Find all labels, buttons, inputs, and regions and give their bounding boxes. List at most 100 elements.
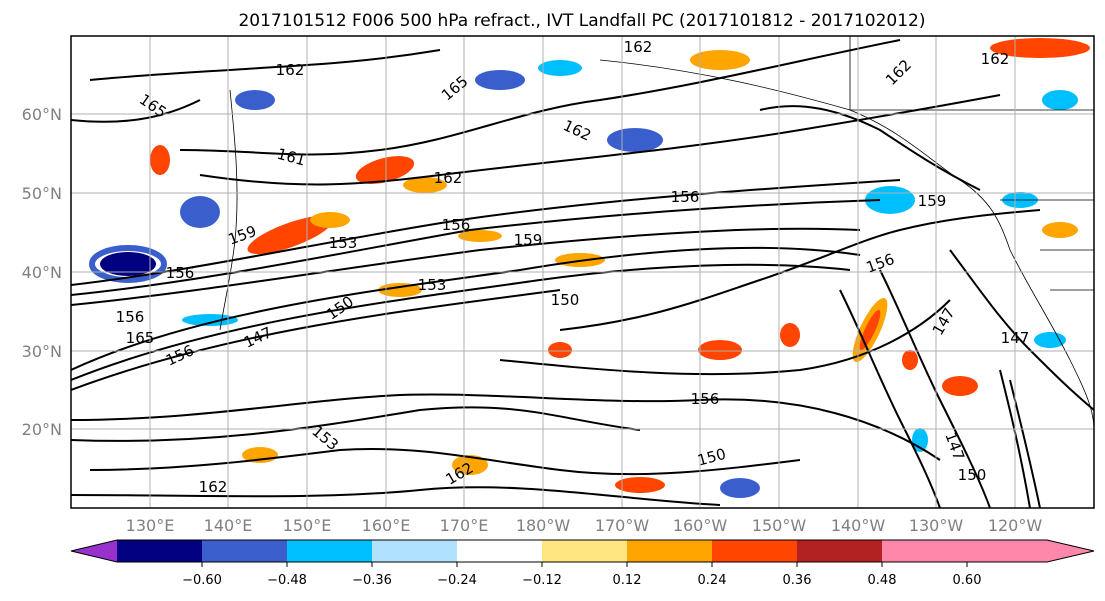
colorbar-bin [967,540,1047,562]
contour-line [199,94,1001,186]
contour-label: 153 [329,234,358,252]
colorbar-bin [287,540,372,562]
contour-label: 153 [418,276,447,294]
map-title: 2017101512 F006 500 hPa refract., IVT La… [238,11,925,31]
latitude-label: 20°N [22,420,62,439]
shade-patch [690,50,750,70]
longitude-label: 120°W [988,516,1043,535]
contour-line [949,249,1094,411]
contour-line [559,209,1041,331]
colorbar-tick-label: −0.48 [267,573,307,588]
colorbar-tick-labels: −0.60 −0.48 −0.36 −0.24 −0.12 0.12 0.24 … [182,573,981,588]
contour-line [71,246,861,371]
contour-line [839,289,941,508]
colorbar-tick-label: 0.48 [868,573,897,588]
contour-line [71,227,861,306]
contour-label: 150 [551,291,580,309]
colorbar-bin [882,540,967,562]
contour-line [179,39,901,156]
shade-patch [607,128,663,152]
border-line [1000,199,1094,291]
shade-patch [180,196,220,228]
latitude-label: 50°N [22,184,62,203]
shade-patch [1042,222,1078,238]
shade-patch [150,145,170,175]
colorbar-tick-label: −0.24 [437,573,477,588]
colorbar-ticks [201,562,968,567]
contour-line [71,486,721,506]
contour-line [759,105,981,191]
shade-patch [182,314,238,326]
shade-patch [355,156,415,184]
colorbar-tick-label: −0.36 [352,573,392,588]
colorbar-outline [70,539,1095,563]
longitude-label: 140°W [831,516,886,535]
shade-patch [548,342,572,358]
shade-patch [310,212,350,228]
colorbar-bin [372,540,457,562]
shade-patch [615,477,665,493]
map-frame [70,35,1095,509]
shade-patch [942,376,978,396]
contour-label: 159 [514,231,543,249]
shade-patch [100,252,156,276]
shade-patch [538,60,582,76]
shade-patch [378,283,422,297]
colorbar-tick-label: 0.12 [613,573,642,588]
shade-patch [458,230,502,242]
longitude-label: 130°W [909,516,964,535]
contour-label: 162 [434,169,463,187]
contour-label: 162 [981,50,1010,68]
longitude-labels: 130°E 140°E 150°E 160°E 170°E 180°W 170°… [126,516,1043,535]
longitude-label: 180°W [516,516,571,535]
colorbar: −0.60 −0.48 −0.36 −0.24 −0.12 0.12 0.24 … [70,539,1095,588]
colorbar-over-arrow [1047,540,1094,562]
gridlines [71,36,1094,508]
map-panel: 162 162 165 165 162 161 162 156 159 156 … [70,35,1095,509]
longitude-label: 170°E [440,516,489,535]
contour-label: 156 [166,264,195,282]
longitude-label: 130°E [126,516,175,535]
latitude-label: 40°N [22,263,62,282]
longitude-label: 170°W [595,516,650,535]
shade-patch [235,90,275,110]
colorbar-bin [202,540,287,562]
contour-labels: 162 162 165 165 162 161 162 156 159 156 … [116,38,1030,496]
shade-patch [1042,90,1078,110]
contour-label: 165 [126,329,155,347]
colorbar-bin [457,540,542,562]
contour-line [71,406,641,442]
shade-patch [859,309,881,351]
latitude-label: 30°N [22,342,62,361]
longitude-label: 140°E [204,516,253,535]
contour-line [1009,379,1041,508]
contour-label: 162 [199,478,228,496]
coastlines [219,36,1094,431]
contour-line [71,263,851,381]
shade-patch [698,340,742,360]
refractivity-contours [71,39,1094,508]
contour-line [71,179,901,286]
colorbar-tick-label: 0.36 [783,573,812,588]
latitude-label: 60°N [22,105,62,124]
shade-patch [1034,332,1066,348]
contour-line [71,99,201,123]
contour-line [89,448,801,476]
shade-patch [452,455,488,475]
colorbar-bin [117,540,202,562]
shade-patch [89,245,167,283]
shade-patch [247,215,333,255]
longitude-label: 150°E [283,516,332,535]
colorbar-tick-label: −0.60 [182,573,222,588]
coastline-asia [219,89,238,331]
contour-label: 147 [1001,329,1030,347]
contour-label: 159 [918,192,947,210]
contour-label: 156 [116,308,145,326]
contour-line [71,393,941,461]
colorbar-bin [712,540,797,562]
contour-label: 156 [442,216,471,234]
contour-label: 156 [671,188,700,206]
contour-label: 150 [958,466,987,484]
colorbar-tick-label: 0.60 [953,573,982,588]
